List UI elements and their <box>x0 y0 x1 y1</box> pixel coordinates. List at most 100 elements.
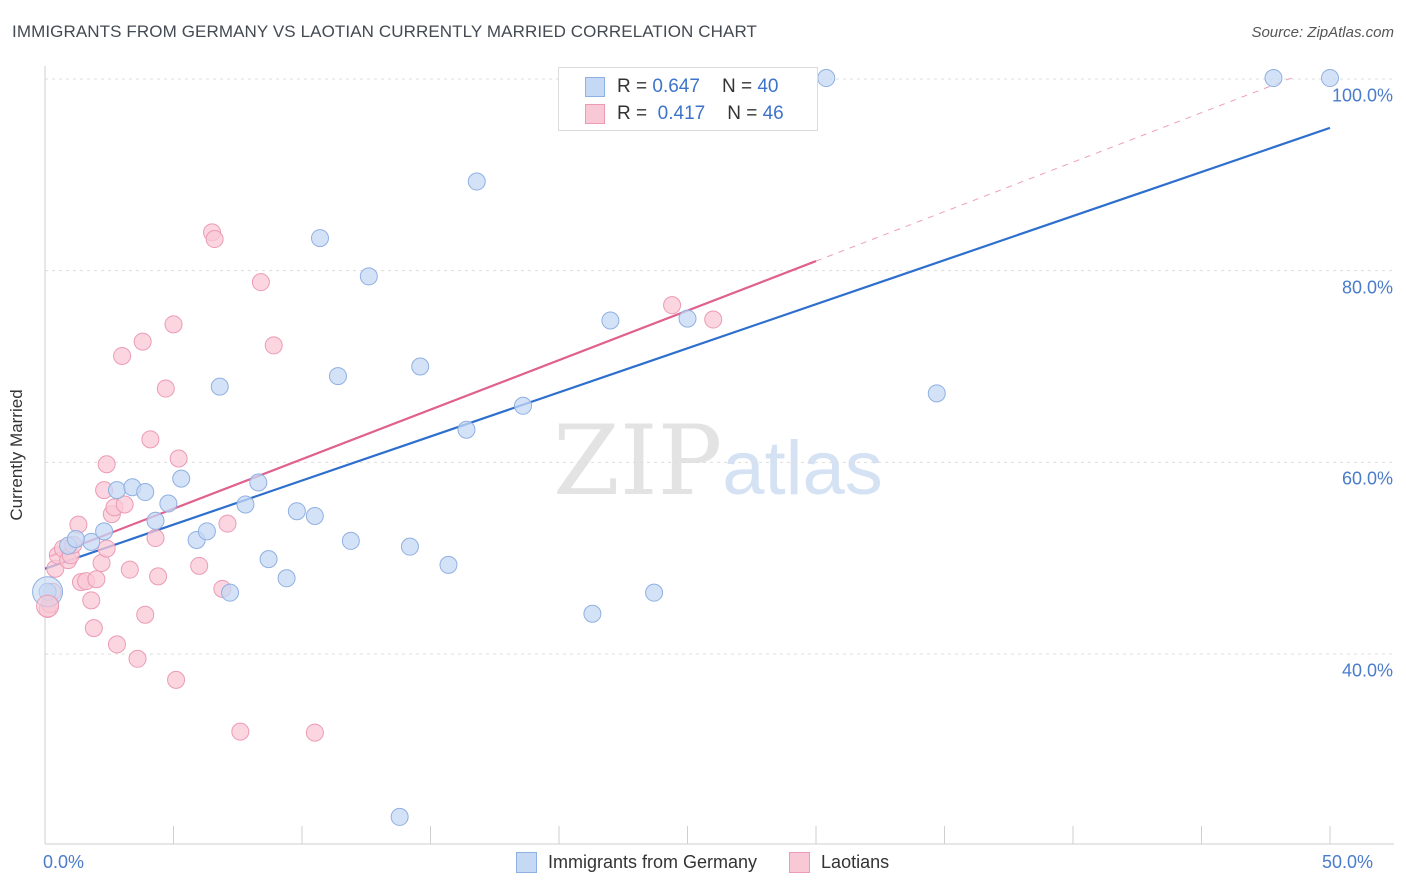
point-germany <box>601 311 620 330</box>
watermark-zip: ZIP <box>553 405 723 517</box>
point-laotians <box>305 723 324 742</box>
x-tick-max: 50.0% <box>1322 852 1374 872</box>
point-laotians <box>141 430 160 449</box>
legend-n-value: 46 <box>762 103 784 124</box>
watermark: ZIPatlas <box>553 405 883 517</box>
point-germany <box>136 483 155 502</box>
point-laotians <box>251 273 270 292</box>
series-legend: Immigrants from Germany Laotians <box>516 852 921 873</box>
legend-row-laotians: R = 0.417 N = 46 <box>585 101 784 127</box>
point-germany <box>817 69 836 88</box>
point-germany <box>172 469 191 488</box>
point-laotians <box>120 560 139 579</box>
y-tick-label: 40.0% <box>1341 660 1393 681</box>
point-germany <box>439 555 458 574</box>
point-laotians <box>87 570 106 589</box>
point-germany <box>927 384 946 403</box>
trend-line-germany <box>44 126 1331 570</box>
point-germany <box>359 267 378 286</box>
point-laotians <box>169 449 188 468</box>
grid <box>45 78 1394 655</box>
point-germany <box>400 537 419 556</box>
source-credit: Source: ZipAtlas.com <box>1251 24 1394 41</box>
point-germany <box>210 377 229 396</box>
axes <box>44 66 1394 845</box>
point-germany <box>95 522 114 541</box>
point-germany <box>287 502 306 521</box>
point-laotians <box>264 336 283 355</box>
point-germany <box>310 229 329 248</box>
legend-r-label: R = <box>617 103 648 124</box>
point-laotians <box>190 556 209 575</box>
point-germany <box>236 495 255 514</box>
point-laotians <box>82 591 101 610</box>
legend-item-germany: Immigrants from Germany <box>516 852 757 873</box>
legend-r-label: R = <box>617 76 648 97</box>
point-germany <box>1321 69 1339 88</box>
point-germany <box>411 357 430 376</box>
point-laotians <box>205 230 224 249</box>
point-laotians <box>704 310 723 329</box>
point-germany <box>249 473 268 492</box>
data-points <box>32 69 1339 826</box>
point-germany <box>457 420 476 439</box>
legend-n-label: N = <box>721 76 753 97</box>
legend-r-value: 0.417 <box>657 103 706 124</box>
chart-title: IMMIGRANTS FROM GERMANY VS LAOTIAN CURRE… <box>12 22 758 41</box>
point-laotians <box>231 722 250 741</box>
point-laotians <box>97 539 116 558</box>
point-laotians <box>115 495 134 514</box>
point-germany <box>305 507 324 525</box>
trend-line-laotians-extension <box>815 77 1292 262</box>
point-laotians <box>107 635 126 654</box>
point-laotians <box>36 594 60 618</box>
y-tick-label: 60.0% <box>1341 468 1393 489</box>
point-germany <box>583 604 602 623</box>
point-laotians <box>84 619 103 638</box>
point-laotians <box>128 649 147 668</box>
trend-line-laotians <box>49 260 817 558</box>
legend-swatch-pink <box>585 104 605 124</box>
point-germany <box>645 583 664 602</box>
legend-label-laotians: Laotians <box>821 852 890 872</box>
point-laotians <box>146 529 165 548</box>
point-germany <box>66 530 85 548</box>
point-germany <box>341 531 360 550</box>
legend-swatch-blue <box>585 77 605 97</box>
point-germany <box>197 522 216 541</box>
stats-legend: R = 0.647 N = 40 R = 0.417 N = 46 <box>558 67 818 131</box>
legend-r-value: 0.647 <box>652 76 700 97</box>
point-germany <box>159 494 178 513</box>
legend-n-label: N = <box>727 103 758 124</box>
point-laotians <box>156 379 175 398</box>
point-laotians <box>167 670 186 689</box>
point-germany <box>146 511 165 530</box>
y-tick-label: 100.0% <box>1331 85 1393 106</box>
legend-label-germany: Immigrants from Germany <box>548 852 758 872</box>
point-laotians <box>136 605 155 624</box>
point-germany <box>221 583 240 602</box>
point-laotians <box>149 567 168 586</box>
x-tick-min: 0.0% <box>43 852 85 872</box>
point-germany <box>390 807 409 826</box>
point-germany <box>678 309 697 328</box>
point-germany <box>1264 69 1283 88</box>
point-laotians <box>164 315 183 334</box>
point-germany <box>328 367 347 386</box>
legend-item-laotians: Laotians <box>789 852 889 873</box>
legend-swatch-pink <box>789 852 811 873</box>
point-germany <box>467 172 486 191</box>
point-laotians <box>113 346 132 365</box>
point-germany <box>277 569 296 588</box>
y-tick-label: 80.0% <box>1341 277 1393 298</box>
point-germany <box>514 396 533 415</box>
point-laotians <box>133 332 152 351</box>
legend-row-germany: R = 0.647 N = 40 <box>585 74 778 100</box>
legend-n-value: 40 <box>757 76 779 97</box>
point-germany <box>107 481 126 500</box>
point-laotians <box>218 514 237 533</box>
y-axis-label: Currently Married <box>7 389 26 521</box>
point-germany <box>259 550 278 569</box>
point-laotians <box>663 296 682 315</box>
